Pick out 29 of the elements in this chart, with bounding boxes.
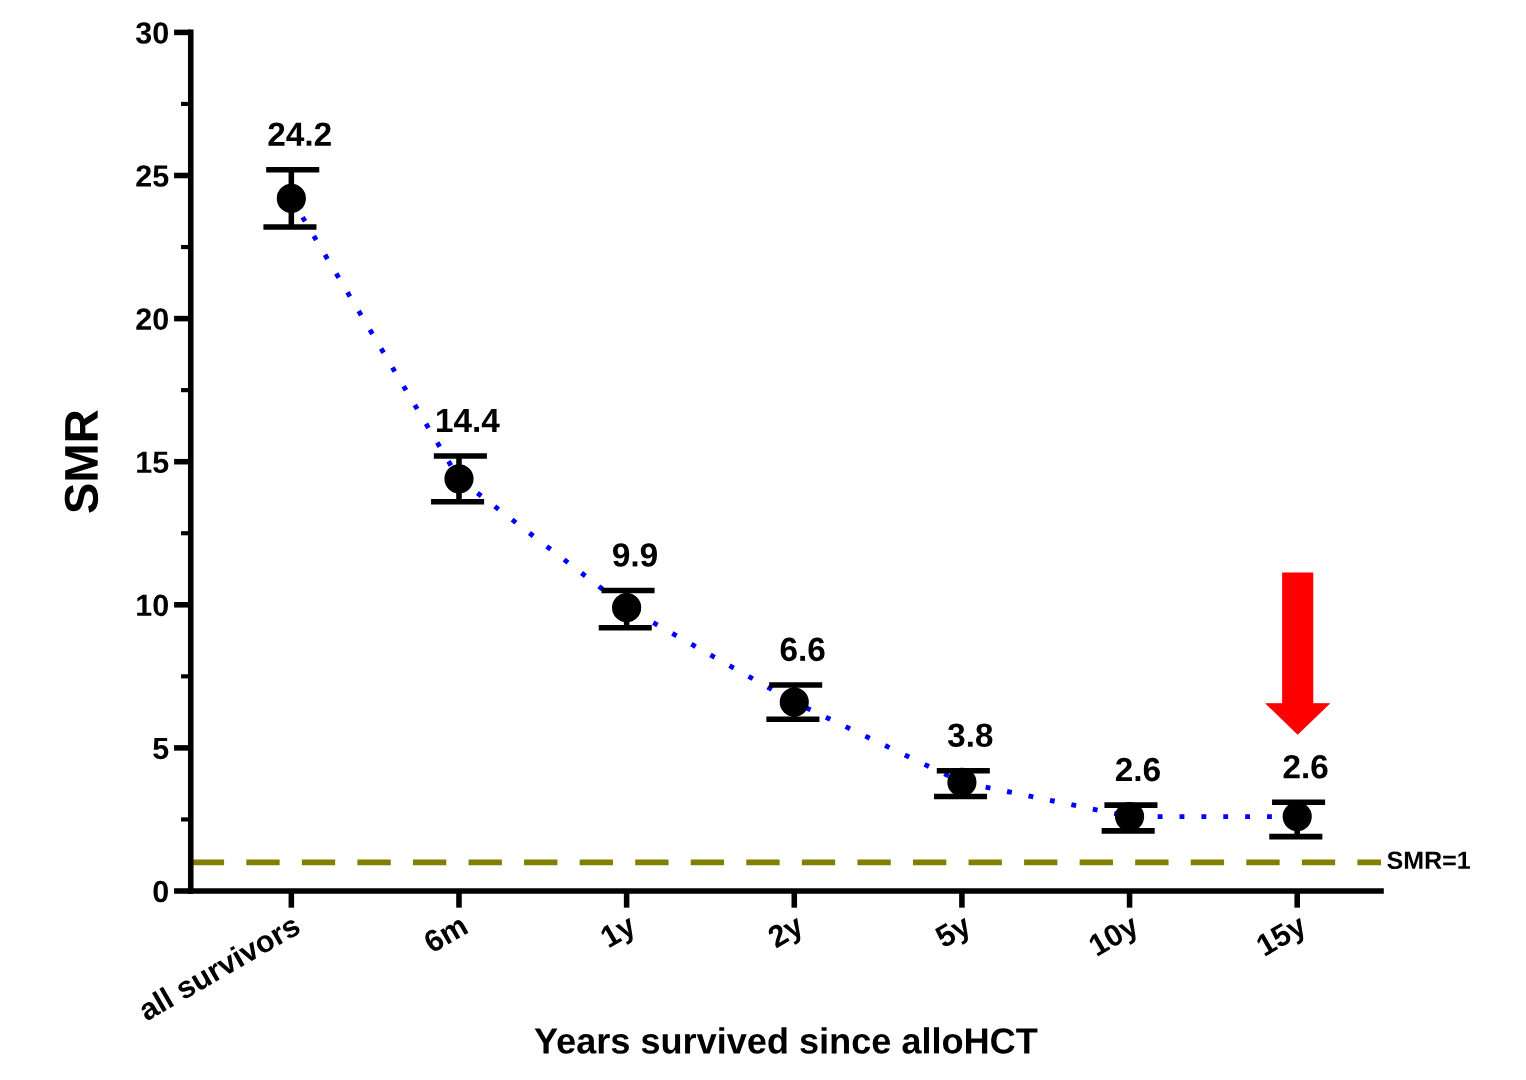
y-tick-label: 10 [137, 594, 168, 617]
point [276, 183, 306, 213]
point [779, 687, 809, 717]
data-label: 14.4 [437, 408, 500, 432]
x-tick-label: 2y [766, 913, 809, 954]
y-tick-label: 5 [153, 737, 169, 760]
x-tick-label: 5y [933, 913, 977, 954]
point [612, 593, 642, 623]
y-tick-label: 0 [153, 880, 168, 903]
x-tick-label: 10y [1087, 913, 1144, 962]
y-tick-label: 15 [137, 451, 169, 474]
y-tick-label: 25 [136, 165, 169, 187]
x-tick-label: 1y [599, 913, 641, 954]
x-tick-label: 6m [422, 914, 469, 954]
point [947, 767, 977, 797]
x-axis-title: Years survived since alloHCT [534, 1027, 1038, 1054]
data-label: 9.9 [613, 543, 657, 567]
y-tick-label: 30 [135, 22, 168, 44]
data-label: 24.2 [268, 122, 331, 146]
data-label: 6.6 [780, 637, 825, 662]
x-tick-label: 15y [1255, 913, 1312, 962]
ref-line-label: SMR=1 [1387, 851, 1470, 870]
point [444, 464, 474, 494]
data-label: 2.6 [1115, 757, 1160, 782]
data-label: 2.6 [1283, 754, 1328, 779]
y-axis-title: SMR [64, 410, 99, 513]
y-tick-label: 20 [136, 308, 168, 330]
data-label: 3.8 [947, 723, 993, 748]
point [1282, 802, 1312, 832]
